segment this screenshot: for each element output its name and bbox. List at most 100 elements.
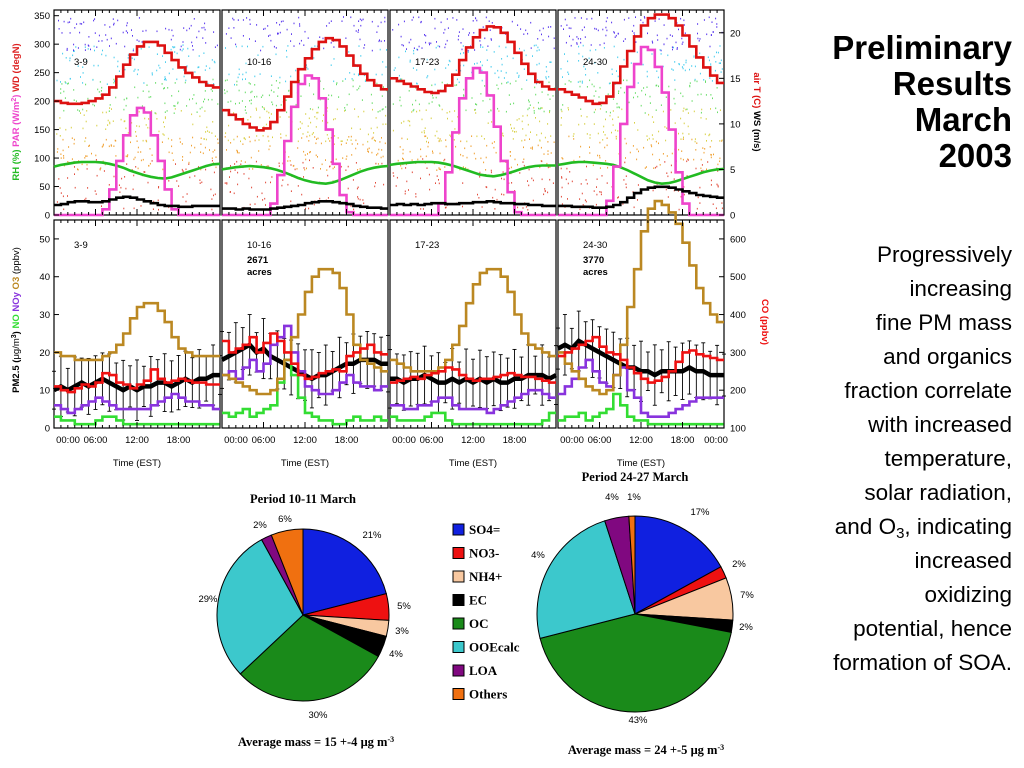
wd-dot — [434, 83, 436, 86]
wd-dot — [346, 103, 348, 106]
wd-dot — [421, 131, 423, 134]
wd-dot — [69, 57, 71, 59]
wd-dot — [59, 187, 61, 189]
wd-dot — [519, 172, 521, 174]
wd-dot — [204, 110, 206, 112]
wd-dot — [705, 80, 706, 82]
wd-dot — [188, 163, 190, 165]
wd-dot — [580, 108, 582, 110]
y-tick-label: 50 — [39, 182, 50, 193]
wd-dot — [438, 168, 440, 170]
wd-dot — [472, 20, 474, 22]
legend-swatch-loa — [452, 664, 465, 677]
desc-line: fine PM mass — [875, 310, 1012, 335]
wd-dot — [411, 111, 413, 113]
wd-dot — [401, 137, 403, 140]
wd-dot — [77, 109, 79, 111]
wd-dot — [687, 158, 689, 160]
wd-dot — [426, 58, 428, 61]
wd-dot — [142, 158, 144, 161]
wd-dot — [694, 140, 696, 143]
period-label: 3-9 — [74, 240, 88, 251]
wd-dot — [536, 82, 537, 85]
wd-dot — [613, 32, 615, 34]
wd-dot — [678, 28, 679, 31]
wd-dot — [278, 162, 280, 165]
wd-dot — [384, 16, 386, 19]
wd-dot — [719, 45, 721, 47]
wd-dot — [449, 60, 451, 63]
wd-dot — [233, 19, 235, 21]
wd-dot — [485, 156, 487, 159]
wd-dot — [117, 60, 119, 63]
wd-dot — [347, 165, 349, 168]
wd-dot — [409, 124, 411, 127]
wd-dot — [323, 114, 324, 116]
wd-dot — [192, 98, 194, 100]
wd-dot — [209, 67, 211, 70]
y-tick-label: 30 — [39, 310, 50, 321]
wd-dot — [496, 84, 498, 86]
wd-dot — [604, 134, 606, 136]
wd-dot — [211, 90, 213, 92]
wd-dot — [410, 38, 412, 41]
wd-dot — [699, 72, 701, 75]
x-tick-label: 00:00 — [560, 435, 584, 446]
desc-o3-pre: and O — [834, 514, 897, 539]
wd-dot — [148, 118, 150, 120]
series-no — [54, 415, 220, 426]
wd-dot — [415, 195, 417, 198]
wd-dot — [306, 64, 307, 66]
wd-dot — [307, 153, 308, 155]
label-part: μg m — [361, 735, 388, 749]
wd-dot — [531, 146, 533, 149]
wd-dot — [486, 49, 488, 51]
pie-slice-label: 29% — [198, 594, 218, 605]
wd-dot — [420, 177, 421, 180]
wd-dot — [700, 93, 702, 96]
wd-dot — [286, 111, 288, 114]
x-tick-label: 06:00 — [588, 435, 612, 446]
wd-dot — [345, 158, 347, 160]
wd-dot — [547, 166, 549, 169]
wd-dot — [617, 130, 619, 132]
wd-dot — [272, 136, 273, 139]
wd-dot — [278, 165, 280, 167]
wd-dot — [158, 130, 160, 133]
wd-dot — [290, 75, 292, 78]
wd-dot — [63, 155, 65, 157]
wd-dot — [401, 167, 403, 170]
wd-dot — [561, 176, 563, 178]
wd-dot — [542, 39, 544, 41]
wd-dot — [243, 137, 245, 139]
wd-dot — [308, 84, 310, 87]
wd-dot — [362, 18, 364, 21]
wd-dot — [543, 110, 545, 113]
wd-dot — [317, 106, 319, 109]
wd-dot — [708, 59, 710, 62]
wd-dot — [282, 179, 284, 181]
wd-dot — [249, 203, 251, 206]
wd-dot — [236, 149, 238, 152]
wd-dot — [699, 202, 701, 204]
wd-dot — [136, 125, 138, 127]
wd-dot — [599, 86, 601, 89]
wd-dot — [307, 125, 309, 127]
wd-dot — [717, 111, 718, 114]
wd-dot — [345, 169, 347, 171]
legend-label: OOEcalc — [469, 640, 520, 655]
wd-dot — [84, 198, 86, 201]
wd-dot — [526, 79, 528, 81]
wd-dot — [240, 160, 242, 162]
wd-dot — [120, 118, 122, 121]
wd-dot — [244, 109, 246, 111]
wd-dot — [682, 132, 684, 135]
wd-dot — [660, 53, 662, 55]
wd-dot — [666, 155, 668, 157]
wd-dot — [121, 177, 123, 180]
wd-dot — [709, 45, 711, 48]
wd-dot — [381, 149, 383, 151]
wd-dot — [245, 71, 247, 74]
wd-dot — [109, 121, 111, 124]
wd-dot — [82, 127, 84, 130]
